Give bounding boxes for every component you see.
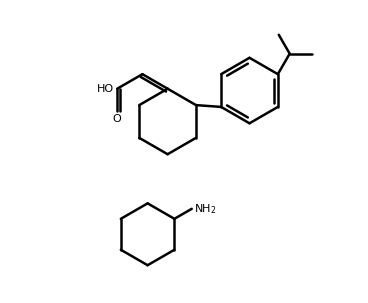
Text: HO: HO [97, 84, 114, 94]
Text: O: O [113, 114, 121, 124]
Text: NH$_2$: NH$_2$ [194, 202, 216, 216]
